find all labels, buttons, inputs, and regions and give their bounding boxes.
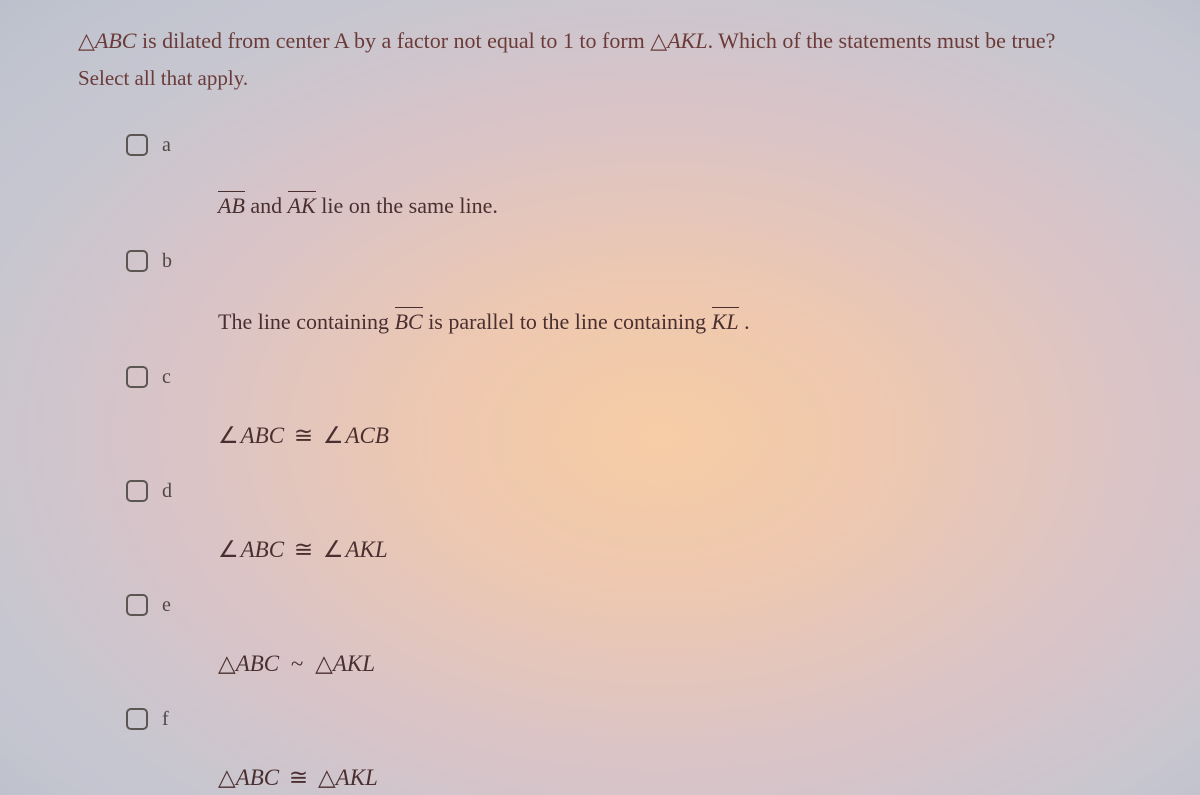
question-page: △ABC is dilated from center A by a facto… bbox=[0, 0, 1200, 795]
option-letter-f: f bbox=[162, 708, 169, 731]
checkbox-c[interactable] bbox=[126, 366, 148, 388]
option-body-e: △ABC ~ △AKL bbox=[218, 651, 1176, 677]
angle-acb: ACB bbox=[345, 423, 388, 448]
triangle-symbol: △ bbox=[218, 651, 236, 676]
angle-abc: ABC bbox=[241, 537, 284, 562]
angle-symbol: ∠ bbox=[323, 423, 344, 449]
segment-ab: AB bbox=[218, 191, 245, 219]
stem-text-2: . Which of the statements must be true? bbox=[708, 28, 1056, 53]
option-letter-d: d bbox=[162, 480, 172, 503]
triangle-akl: AKL bbox=[336, 765, 378, 790]
congruent-symbol: ≅ bbox=[284, 423, 323, 448]
triangle-akl: AKL bbox=[333, 651, 375, 676]
angle-akl: AKL bbox=[345, 537, 387, 562]
option-text-fragment: . bbox=[739, 309, 750, 334]
angle-symbol: ∠ bbox=[218, 423, 239, 449]
segment-kl: KL bbox=[712, 307, 739, 335]
triangle-abc: ABC bbox=[236, 765, 279, 790]
checkbox-f[interactable] bbox=[126, 708, 148, 730]
option-text-fragment: and bbox=[245, 193, 288, 218]
math-expression: △ABC ~ △AKL bbox=[218, 651, 375, 676]
checkbox-e[interactable] bbox=[126, 594, 148, 616]
checkbox-a[interactable] bbox=[126, 134, 148, 156]
option-letter-b: b bbox=[162, 250, 172, 273]
triangle-abc: ABC bbox=[95, 28, 137, 53]
math-expression: ∠ABC ≅ ∠ACB bbox=[218, 423, 389, 448]
option-body-a: AB and AK lie on the same line. bbox=[218, 191, 1176, 219]
segment-ak: AK bbox=[288, 191, 316, 219]
options-list: a AB and AK lie on the same line. b The lin… bbox=[78, 131, 1176, 791]
option-b[interactable]: b bbox=[126, 247, 1176, 275]
segment-bc: BC bbox=[395, 307, 423, 335]
option-letter-a: a bbox=[162, 134, 171, 157]
question-stem: △ABC is dilated from center A by a facto… bbox=[78, 24, 1176, 58]
option-text-fragment: lie on the same line. bbox=[316, 193, 498, 218]
congruent-symbol: ≅ bbox=[284, 537, 323, 562]
option-text-fragment: is parallel to the line containing bbox=[423, 309, 712, 334]
stem-text-1: is dilated from center A by a factor not… bbox=[136, 28, 650, 53]
triangle-symbol: △ bbox=[650, 28, 667, 53]
option-body-f: △ABC ≅ △AKL bbox=[218, 765, 1176, 791]
triangle-symbol: △ bbox=[318, 765, 336, 790]
angle-symbol: ∠ bbox=[323, 537, 344, 563]
option-body-d: ∠ABC ≅ ∠AKL bbox=[218, 537, 1176, 563]
option-body-c: ∠ABC ≅ ∠ACB bbox=[218, 423, 1176, 449]
triangle-symbol: △ bbox=[218, 765, 236, 790]
option-c[interactable]: c bbox=[126, 363, 1176, 391]
instruction-text: Select all that apply. bbox=[78, 66, 1176, 91]
option-a[interactable]: a bbox=[126, 131, 1176, 159]
triangle-symbol: △ bbox=[315, 651, 333, 676]
angle-abc: ABC bbox=[241, 423, 284, 448]
option-d[interactable]: d bbox=[126, 477, 1176, 505]
math-expression: △ABC ≅ △AKL bbox=[218, 765, 378, 790]
congruent-symbol: ≅ bbox=[279, 765, 318, 790]
option-letter-e: e bbox=[162, 594, 171, 617]
triangle-symbol: △ bbox=[78, 28, 95, 53]
similar-symbol: ~ bbox=[279, 651, 315, 676]
option-letter-c: c bbox=[162, 366, 171, 389]
checkbox-d[interactable] bbox=[126, 480, 148, 502]
option-body-b: The line containing BC is parallel to th… bbox=[218, 307, 1176, 335]
triangle-akl: AKL bbox=[667, 28, 707, 53]
triangle-abc: ABC bbox=[236, 651, 279, 676]
option-text-fragment: The line containing bbox=[218, 309, 395, 334]
checkbox-b[interactable] bbox=[126, 250, 148, 272]
angle-symbol: ∠ bbox=[218, 537, 239, 563]
math-expression: ∠ABC ≅ ∠AKL bbox=[218, 537, 388, 562]
option-f[interactable]: f bbox=[126, 705, 1176, 733]
option-e[interactable]: e bbox=[126, 591, 1176, 619]
